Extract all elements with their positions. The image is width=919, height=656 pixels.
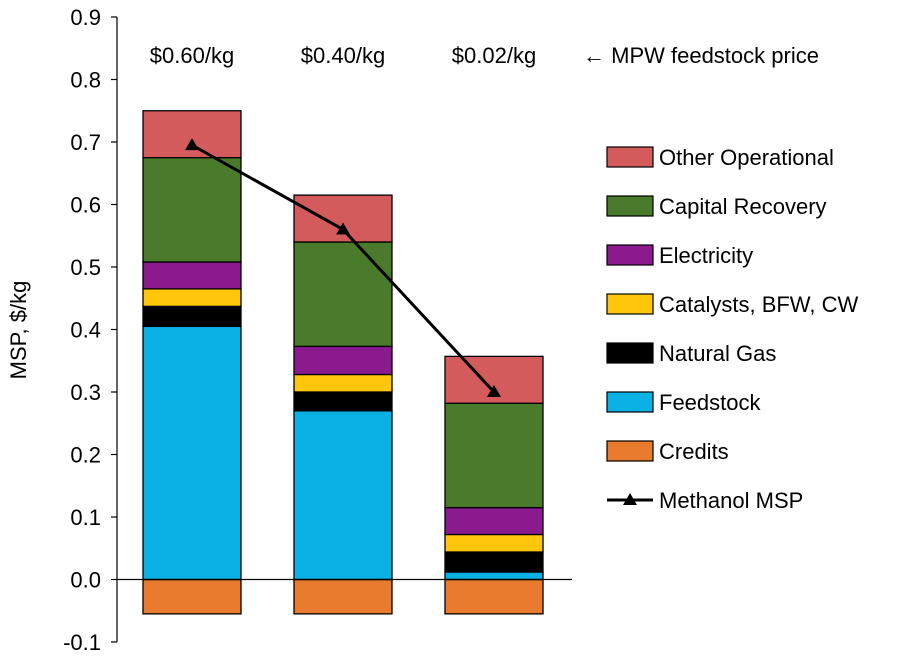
- bar-electricity: [293, 345, 393, 376]
- legend-label: Credits: [659, 439, 729, 464]
- bar-catalysts-bfw-cw: [142, 288, 242, 308]
- legend-label: Other Operational: [659, 145, 834, 170]
- y-tick-label: 0.3: [70, 380, 101, 405]
- legend-swatch-feedstock: [606, 391, 654, 413]
- y-axis: -0.1 0.0 0.1 0.2 0.3 0.4 0.5 0.6 0.7 0.8 0.9: [63, 5, 118, 655]
- msp-line-layer: [185, 138, 501, 397]
- legend-swatch-natural-gas: [606, 342, 654, 364]
- category-label: $0.40/kg: [301, 43, 385, 68]
- bar-credits: [142, 578, 242, 615]
- legend-swatch-credits: [606, 440, 654, 462]
- price-header: ← MPW feedstock price: [583, 43, 819, 68]
- y-tick-label: 0.1: [70, 505, 101, 530]
- y-tick-label: 0.7: [70, 130, 101, 155]
- y-tick-label: 0.5: [70, 255, 101, 280]
- bar-natural-gas: [142, 305, 242, 328]
- msp-point: [487, 385, 501, 397]
- bar-capital-recovery: [142, 156, 242, 263]
- category-label: $0.02/kg: [452, 43, 536, 68]
- bar-credits: [293, 578, 393, 615]
- legend-label: Capital Recovery: [659, 194, 827, 219]
- y-tick-label: 0.2: [70, 443, 101, 468]
- legend-label: Catalysts, BFW, CW: [659, 292, 858, 317]
- legend-swatch-capital-recovery: [606, 195, 654, 217]
- bar-feedstock: [142, 325, 242, 581]
- y-tick-label: 0.0: [70, 568, 101, 593]
- y-tick-label: 0.8: [70, 68, 101, 93]
- legend-marker: [623, 493, 637, 505]
- bar-electricity: [142, 261, 242, 290]
- bar-capital-recovery: [444, 402, 544, 509]
- msp-point: [185, 138, 199, 151]
- legend-swatch-other-operational: [606, 146, 654, 168]
- bar-capital-recovery: [293, 241, 393, 348]
- category-label: $0.60/kg: [150, 43, 234, 68]
- y-tick-label: 0.4: [70, 318, 101, 343]
- legend-label: Methanol MSP: [659, 488, 803, 513]
- y-tick-label: -0.1: [63, 630, 101, 655]
- y-tick-label: 0.6: [70, 193, 101, 218]
- y-axis-title: MSP, $/kg: [6, 281, 31, 380]
- legend-swatch-electricity: [606, 244, 654, 266]
- bar-feedstock: [444, 571, 544, 581]
- bar-other-operational: [293, 194, 393, 243]
- bar-natural-gas: [293, 391, 393, 412]
- legend: Other Operational Capital Recovery Electri…: [606, 145, 858, 513]
- y-tick-label: 0.9: [70, 5, 101, 30]
- bar-catalysts-bfw-cw: [444, 533, 544, 553]
- legend-label: Electricity: [659, 243, 753, 268]
- price-labels: $0.60/kg $0.40/kg $0.02/kg: [150, 43, 536, 68]
- bar-feedstock: [293, 410, 393, 581]
- legend-label: Feedstock: [659, 390, 761, 415]
- bars: [142, 110, 544, 615]
- legend-swatch-catalysts-bfw-cw: [606, 293, 654, 315]
- bar-other-operational: [142, 110, 242, 159]
- bar-natural-gas: [444, 551, 544, 573]
- bar-catalysts-bfw-cw: [293, 373, 393, 393]
- legend-label: Natural Gas: [659, 341, 776, 366]
- bar-electricity: [444, 506, 544, 536]
- msp-point: [336, 222, 350, 235]
- bar-credits: [444, 578, 544, 615]
